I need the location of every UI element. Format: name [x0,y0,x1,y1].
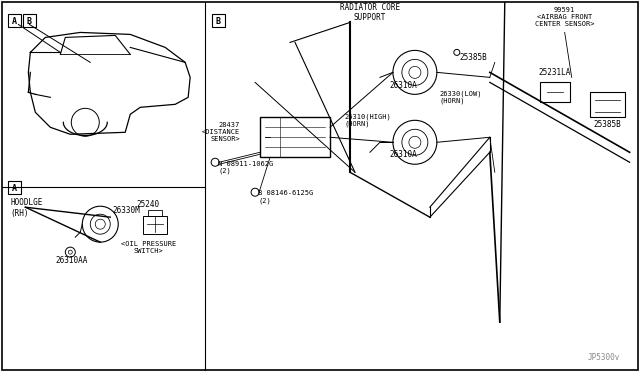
Text: A: A [12,184,17,193]
Text: B: B [27,17,32,26]
Bar [8,181,21,194]
Text: N 08911-1062G
(2): N 08911-1062G (2) [218,160,273,174]
Text: B: B [216,17,221,26]
Text: 99591
<AIRBAG FRONT
CENTER SENSOR>: 99591 <AIRBAG FRONT CENTER SENSOR> [535,7,595,28]
Text: <OIL PRESSURE
SWITCH>: <OIL PRESSURE SWITCH> [120,241,176,254]
Bar [148,210,162,216]
Text: JP5300v: JP5300v [588,353,620,362]
Text: 25240: 25240 [137,200,160,209]
Bar [212,15,225,28]
Bar [260,117,330,157]
Bar [143,216,167,234]
Text: B 08146-6125G
(2): B 08146-6125G (2) [258,190,314,204]
Text: 25385B: 25385B [460,53,488,62]
Text: 26330(LOW)
(HORN): 26330(LOW) (HORN) [440,90,483,104]
Bar [540,82,570,102]
Text: 26310(HIGH)
(HORN): 26310(HIGH) (HORN) [345,113,392,127]
Text: RADIATOR CORE
SUPPORT: RADIATOR CORE SUPPORT [340,3,400,22]
Text: 26310A: 26310A [390,150,418,159]
Bar [24,15,36,28]
Text: HOODLGE
(RH): HOODLGE (RH) [10,198,43,218]
Text: 25231LA: 25231LA [538,68,571,77]
Text: 25385B: 25385B [594,120,621,129]
Text: A: A [12,17,17,26]
Text: 26330M: 26330M [112,206,140,215]
Bar [8,15,21,28]
Bar [589,92,625,117]
Text: 26310AA: 26310AA [55,256,88,264]
Text: 28437
<DISTANCE
SENSOR>: 28437 <DISTANCE SENSOR> [202,122,240,142]
Text: 26310A: 26310A [390,81,418,90]
